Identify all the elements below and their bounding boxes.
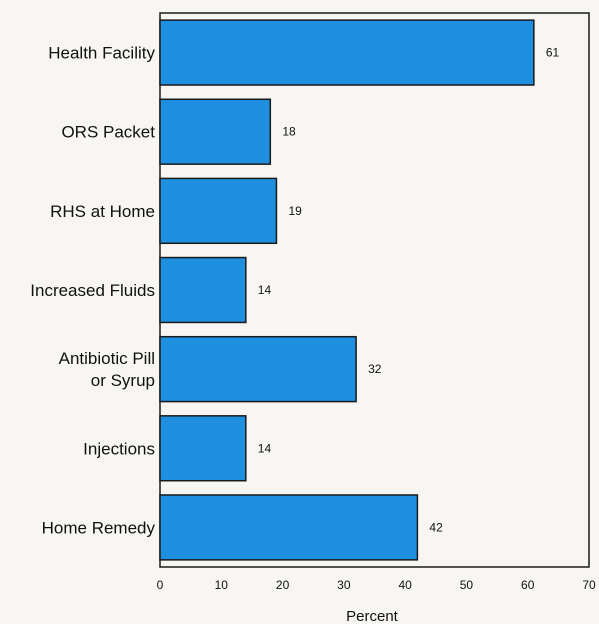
- value-label-1: 18: [282, 125, 296, 139]
- x-tick-label-2: 20: [276, 578, 290, 592]
- category-label-3: Increased Fluids: [30, 281, 155, 300]
- category-label-0: Health Facility: [48, 44, 155, 63]
- value-label-4: 32: [368, 362, 382, 376]
- category-label-1: ORS Packet: [61, 123, 155, 142]
- value-label-6: 42: [429, 520, 443, 534]
- x-tick-label-5: 50: [460, 578, 474, 592]
- x-tick-label-3: 30: [337, 578, 351, 592]
- value-label-3: 14: [258, 283, 272, 297]
- bar-1: [159, 98, 272, 165]
- category-label-4: Antibiotic Pill or Syrup: [59, 349, 155, 390]
- value-labels-group: 61 18 19 14 32 14 42: [258, 46, 560, 535]
- bar-0: [159, 19, 535, 86]
- bar-6: [159, 494, 419, 561]
- x-tick-label-7: 70: [582, 578, 596, 592]
- category-label-6: Home Remedy: [42, 518, 156, 537]
- x-tick-label-6: 60: [521, 578, 535, 592]
- category-label-2: RHS at Home: [50, 202, 155, 221]
- x-tick-label-1: 10: [215, 578, 229, 592]
- category-label-5: Injections: [83, 439, 155, 458]
- bar-2: [159, 177, 278, 245]
- x-axis-title: Percent: [346, 608, 399, 624]
- bar-3: [159, 256, 247, 324]
- x-tick-labels-group: 0 10 20 30 40 50 60 70: [157, 578, 596, 592]
- value-label-0: 61: [546, 46, 560, 60]
- bar-5: [159, 415, 247, 482]
- x-tick-label-0: 0: [157, 578, 164, 592]
- value-label-2: 19: [288, 204, 302, 218]
- bars-group: [159, 19, 535, 561]
- category-labels-group: Health Facility ORS Packet RHS at Home Incr…: [30, 44, 155, 538]
- x-tick-label-4: 40: [398, 578, 412, 592]
- value-label-5: 14: [258, 441, 272, 455]
- bar-4: [159, 335, 357, 403]
